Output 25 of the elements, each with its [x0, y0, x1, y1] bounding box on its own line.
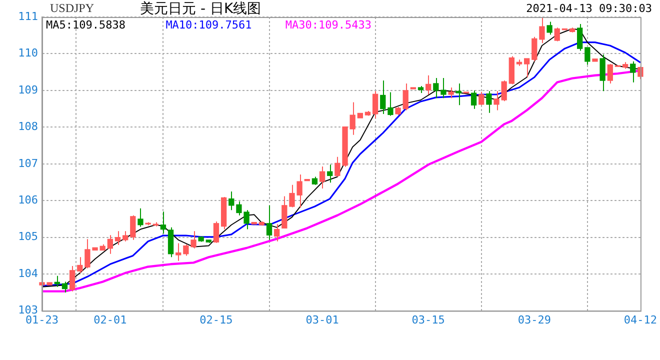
- x-tick-label: 03-15: [412, 313, 445, 326]
- text: MA10:109.7561: [166, 18, 252, 32]
- text: MA5:109.5838: [46, 18, 126, 32]
- y-tick-label: 105: [18, 230, 38, 244]
- y-tick-label: 106: [18, 193, 38, 206]
- chart-title: 美元日元 - 日K线图: [140, 0, 262, 18]
- x-tick-label: 02-15: [200, 313, 233, 326]
- y-tick-label: 107: [18, 156, 38, 170]
- candlestick: [395, 106, 401, 116]
- candlestick: [448, 87, 454, 99]
- x-tick-label: 04-12: [624, 313, 658, 326]
- candlestick: [592, 58, 598, 62]
- x-tick-label: 03-01: [306, 313, 339, 326]
- candlestick: [546, 21, 552, 36]
- y-tick-label: 108: [18, 120, 38, 134]
- y-tick-label: 111: [18, 10, 38, 23]
- text: MA30:109.5433: [285, 18, 372, 32]
- y-tick-label: 104: [18, 266, 38, 280]
- y-tick-label: 109: [18, 83, 38, 96]
- x-tick-label: 03-29: [518, 313, 551, 326]
- x-tick-label: 02-01: [94, 313, 127, 326]
- candlestick: [357, 112, 363, 118]
- text: 2021-04-13 09:30:03: [526, 2, 652, 15]
- chart-subtitle: USDJPY: [50, 1, 94, 16]
- y-tick-label: 110: [18, 46, 38, 60]
